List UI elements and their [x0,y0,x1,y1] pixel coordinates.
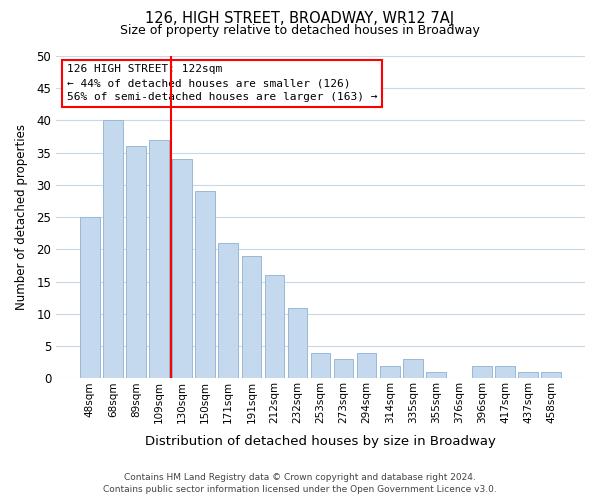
Bar [495,366,515,378]
Bar [80,217,100,378]
Bar [265,276,284,378]
Bar [196,192,215,378]
Bar [103,120,123,378]
Bar [287,308,307,378]
Bar [472,366,492,378]
Bar [311,352,331,378]
Bar [218,243,238,378]
Bar [403,359,422,378]
Text: Size of property relative to detached houses in Broadway: Size of property relative to detached ho… [120,24,480,37]
Text: Contains HM Land Registry data © Crown copyright and database right 2024.
Contai: Contains HM Land Registry data © Crown c… [103,472,497,494]
Bar [126,146,146,378]
Bar [426,372,446,378]
X-axis label: Distribution of detached houses by size in Broadway: Distribution of detached houses by size … [145,434,496,448]
Text: 126 HIGH STREET: 122sqm
← 44% of detached houses are smaller (126)
56% of semi-d: 126 HIGH STREET: 122sqm ← 44% of detache… [67,64,377,102]
Bar [172,159,192,378]
Bar [541,372,561,378]
Bar [149,140,169,378]
Bar [334,359,353,378]
Bar [518,372,538,378]
Bar [242,256,261,378]
Bar [380,366,400,378]
Bar [357,352,376,378]
Y-axis label: Number of detached properties: Number of detached properties [15,124,28,310]
Text: 126, HIGH STREET, BROADWAY, WR12 7AJ: 126, HIGH STREET, BROADWAY, WR12 7AJ [145,12,455,26]
